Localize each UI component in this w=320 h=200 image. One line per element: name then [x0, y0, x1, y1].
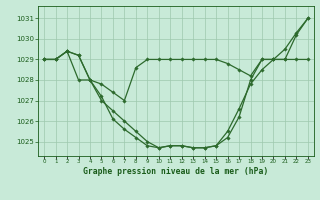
X-axis label: Graphe pression niveau de la mer (hPa): Graphe pression niveau de la mer (hPa) [84, 167, 268, 176]
